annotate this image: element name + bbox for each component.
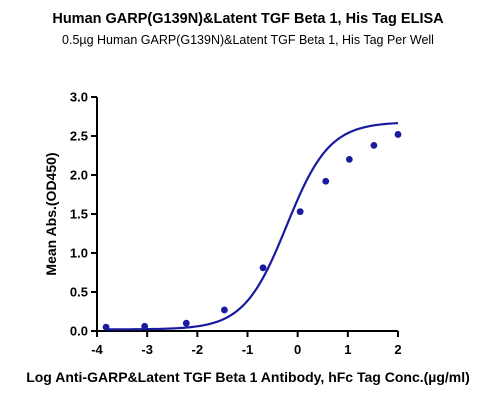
y-tick-label: 0.0 — [70, 324, 88, 339]
fit-curve — [106, 121, 399, 331]
y-tick-label: 2.5 — [70, 129, 88, 144]
y-tick-label: 0.5 — [70, 285, 88, 300]
x-axis-label: Log Anti-GARP&Latent TGF Beta 1 Antibody… — [26, 369, 470, 385]
data-point — [182, 319, 190, 327]
x-tick-label: -1 — [242, 342, 254, 357]
x-tick-label: 0 — [294, 342, 301, 357]
chart-subtitle: 0.5µg Human GARP(G139N)&Latent TGF Beta … — [62, 33, 434, 47]
data-point — [322, 177, 330, 185]
x-tick-label: 2 — [394, 342, 401, 357]
axes: 0.0 0.5 1.0 1.5 2.0 2.5 3.0 -4 -3 -2 -1 0 1 2 — [70, 90, 402, 358]
y-tick-label: 2.0 — [70, 168, 88, 183]
y-axis-label: Mean Abs.(OD450) — [43, 152, 59, 275]
x-tick-label: -2 — [192, 342, 204, 357]
fit-curve-layer — [106, 121, 399, 331]
x-tick-label: -3 — [141, 342, 153, 357]
data-point — [394, 131, 402, 138]
data-point — [370, 141, 378, 149]
data-point — [259, 264, 267, 272]
x-tick-label: -4 — [91, 342, 103, 357]
data-points-layer — [102, 131, 402, 331]
chart-title: Human GARP(G139N)&Latent TGF Beta 1, His… — [52, 11, 444, 27]
data-point — [296, 208, 304, 216]
data-point — [221, 306, 228, 314]
data-point — [141, 322, 149, 330]
y-tick-label: 3.0 — [70, 90, 88, 105]
data-point — [102, 323, 110, 331]
data-point — [345, 156, 353, 163]
x-tick-label: 1 — [344, 342, 351, 357]
y-tick-label: 1.5 — [70, 207, 88, 222]
y-tick-label: 1.0 — [70, 246, 88, 261]
